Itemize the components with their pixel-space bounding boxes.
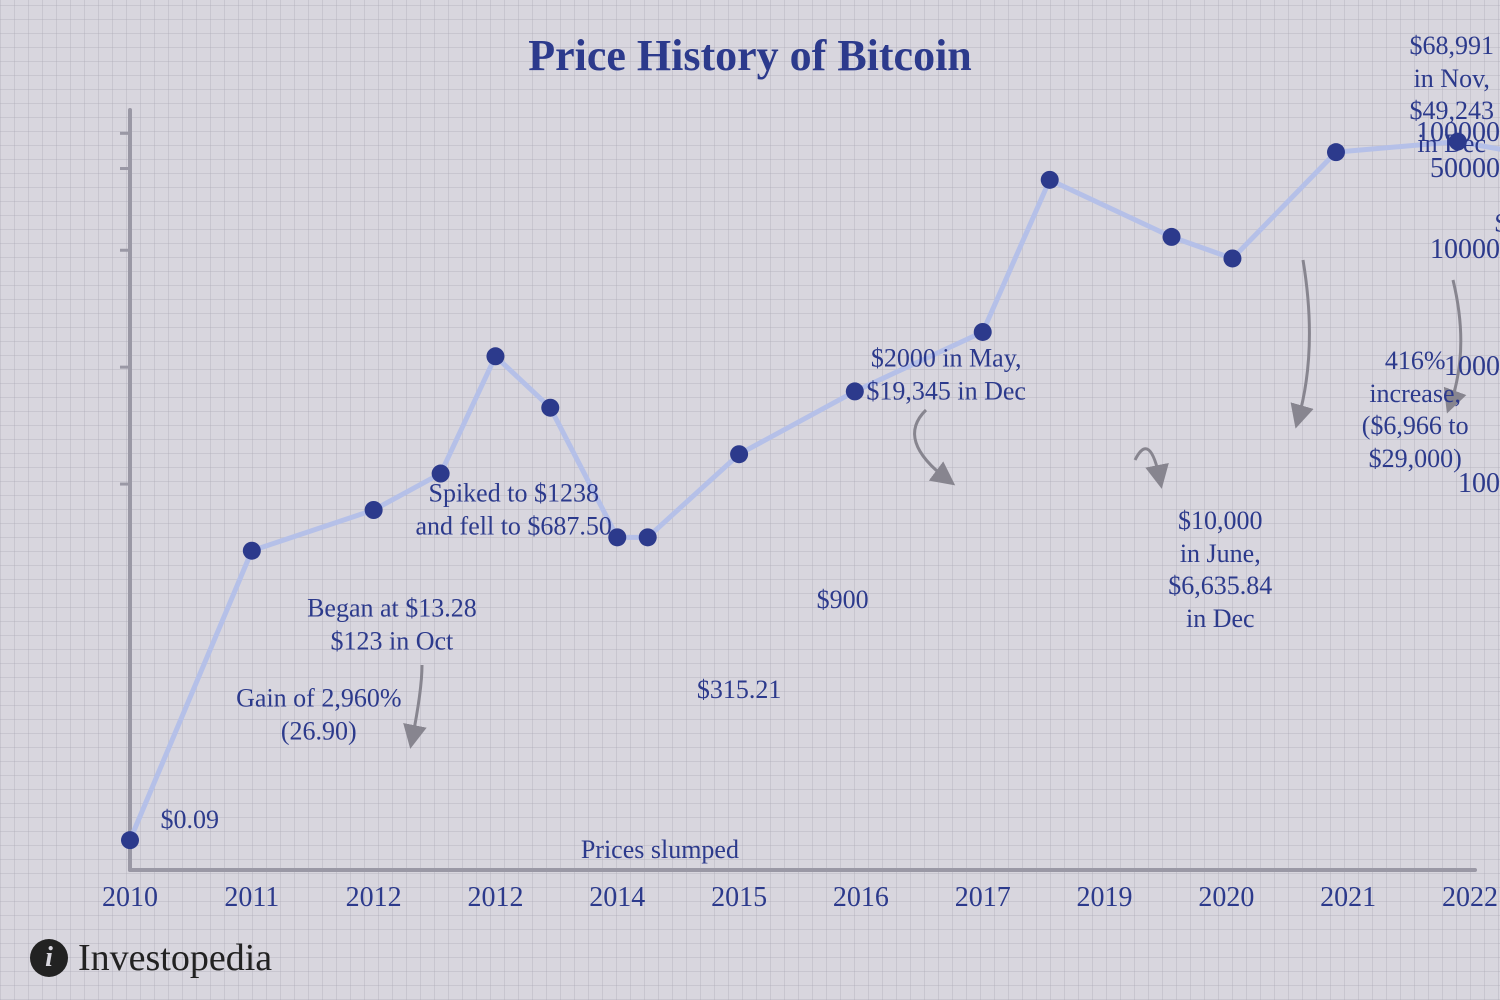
chart-container: Price History of Bitcoin 100100010000500…: [0, 0, 1500, 1000]
x-tick-label: 2011: [224, 882, 279, 914]
annotation-a3: Spiked to $1238 and fell to $687.50: [416, 478, 612, 543]
chart-title: Price History of Bitcoin: [528, 30, 972, 81]
annotation-a6: $900: [817, 584, 869, 617]
x-tick-label: 2014: [589, 882, 645, 914]
x-tick-label: 2016: [833, 882, 889, 914]
annotation-a8: $10,000 in June, $6,635.84 in Dec: [1168, 505, 1272, 635]
y-tick-label: 10000: [1388, 234, 1500, 266]
annotation-a1: Gain of 2,960% (26.90): [236, 683, 401, 748]
brand-name: Investopedia: [78, 936, 272, 980]
annotation-a10: $68,991 in Nov, $49,243 in Dec: [1409, 30, 1494, 160]
annotation-a7: $2000 in May, $19,345 in Dec: [866, 343, 1026, 408]
annotation-a2: Began at $13.28 $123 in Oct: [307, 593, 477, 658]
x-tick-label: 2017: [955, 882, 1011, 914]
annotation-a4: Prices slumped: [581, 834, 739, 867]
annotation-a9: 416% increase, ($6,966 to $29,000): [1362, 345, 1469, 475]
x-tick-label: 2010: [102, 882, 158, 914]
brand-logo-icon: i: [30, 939, 68, 977]
annotation-a11: $18,000 in Dec: [1495, 208, 1500, 273]
x-tick-label: 2020: [1198, 882, 1254, 914]
brand-attribution: i Investopedia: [30, 936, 272, 980]
x-tick-label: 2012: [346, 882, 402, 914]
x-tick-label: 2019: [1077, 882, 1133, 914]
chart-svg: [0, 0, 1500, 1000]
x-tick-label: 2015: [711, 882, 767, 914]
x-tick-label: 2021: [1320, 882, 1376, 914]
x-tick-label: 2012: [467, 882, 523, 914]
annotation-a0: $0.09: [160, 804, 219, 837]
annotation-a5: $315.21: [697, 674, 782, 707]
x-tick-label: 2022: [1442, 882, 1498, 914]
brand-logo-letter: i: [45, 942, 53, 974]
